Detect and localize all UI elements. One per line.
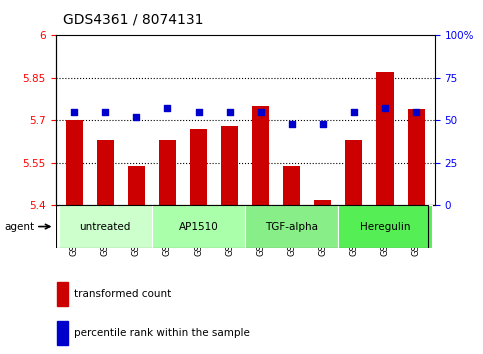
Point <box>164 105 171 111</box>
Bar <box>58 205 152 248</box>
Point <box>412 109 420 115</box>
Text: GSM554582: GSM554582 <box>163 205 172 256</box>
Text: agent: agent <box>5 222 35 232</box>
Bar <box>97 140 114 205</box>
Text: GSM554586: GSM554586 <box>287 205 296 256</box>
Bar <box>57 282 68 306</box>
Text: GSM554584: GSM554584 <box>225 205 234 256</box>
Bar <box>345 140 362 205</box>
Text: Heregulin: Heregulin <box>360 222 410 232</box>
Bar <box>283 166 300 205</box>
Text: GSM554587: GSM554587 <box>318 205 327 256</box>
Text: GDS4361 / 8074131: GDS4361 / 8074131 <box>63 12 203 27</box>
Bar <box>376 72 394 205</box>
Point <box>226 109 233 115</box>
Text: GSM554588: GSM554588 <box>349 205 358 256</box>
Bar <box>245 205 339 248</box>
Bar <box>66 120 83 205</box>
Point <box>288 121 296 127</box>
Bar <box>252 106 269 205</box>
Text: TGF-alpha: TGF-alpha <box>265 222 318 232</box>
Point <box>257 109 265 115</box>
Point <box>195 109 202 115</box>
Point <box>350 109 358 115</box>
Text: GSM554590: GSM554590 <box>412 205 421 256</box>
Bar <box>57 321 68 344</box>
Point <box>101 109 109 115</box>
Text: AP1510: AP1510 <box>179 222 218 232</box>
Text: transformed count: transformed count <box>74 289 171 299</box>
Text: GSM554579: GSM554579 <box>70 205 79 256</box>
Bar <box>221 126 238 205</box>
Text: GSM554581: GSM554581 <box>132 205 141 256</box>
Text: percentile rank within the sample: percentile rank within the sample <box>74 327 250 338</box>
Point <box>71 109 78 115</box>
Bar <box>152 205 245 248</box>
Point <box>319 121 327 127</box>
Text: GSM554583: GSM554583 <box>194 205 203 256</box>
Text: GSM554585: GSM554585 <box>256 205 265 256</box>
Bar <box>159 140 176 205</box>
Point <box>381 105 389 111</box>
Text: untreated: untreated <box>80 222 131 232</box>
Bar <box>190 129 207 205</box>
Bar <box>339 205 432 248</box>
Point <box>132 114 140 120</box>
Bar <box>408 109 425 205</box>
Text: GSM554589: GSM554589 <box>381 205 389 256</box>
Bar <box>314 200 331 205</box>
Bar <box>128 166 145 205</box>
Text: GSM554580: GSM554580 <box>101 205 110 256</box>
